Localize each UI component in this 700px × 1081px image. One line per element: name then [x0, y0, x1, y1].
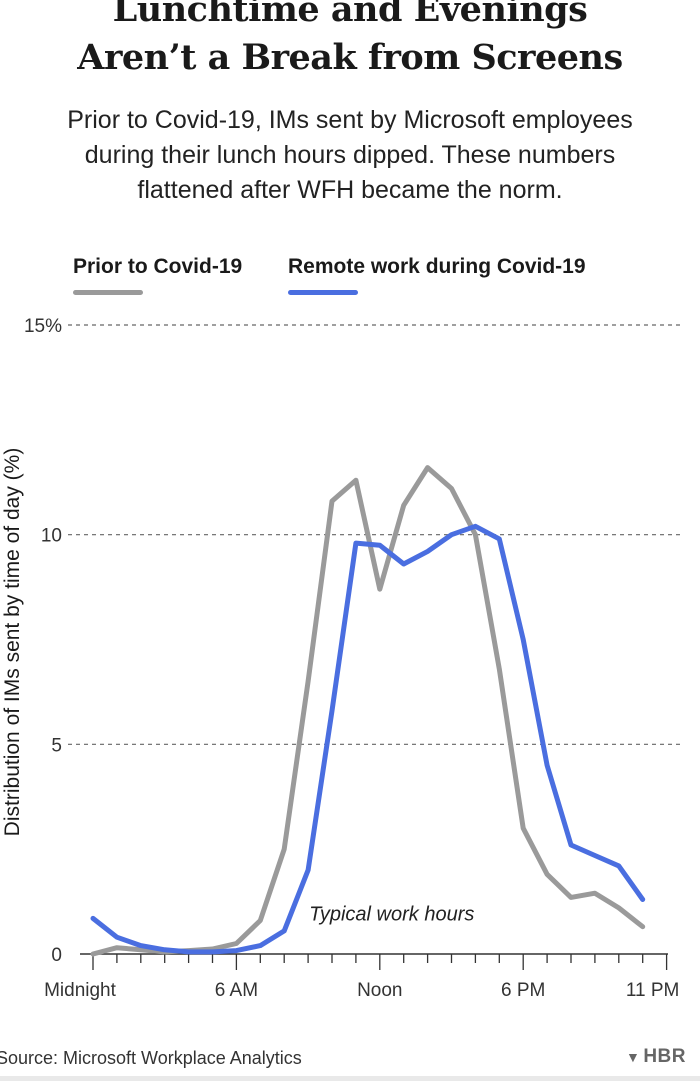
y-tick-label: 10 [41, 526, 62, 547]
subtitle-line-3: flattened after WFH became the norm. [137, 176, 563, 204]
x-tick-label: 11 PM [626, 980, 680, 1001]
y-tick-label: 0 [51, 945, 62, 966]
x-tick-label: Midnight [44, 980, 117, 1001]
y-tick-label: 15% [24, 316, 62, 337]
series-line-prior [90, 465, 646, 957]
x-tick-label: Noon [357, 980, 402, 1001]
gridlines [68, 324, 680, 745]
series-lines [90, 465, 646, 957]
subtitle-line-2: during their lunch hours dipped. These n… [84, 141, 616, 169]
x-tick-label: 6 AM [215, 980, 258, 1001]
legend-label-remote: Remote work during Covid-19 [288, 255, 586, 278]
subtitle-line-1: Prior to Covid-19, IMs sent by Microsoft… [67, 106, 633, 134]
y-axis-label: Distribution of IMs sent by time of day … [1, 448, 24, 837]
source-note: Source: Microsoft Workplace Analytics [0, 1048, 302, 1068]
x-tick-label: 6 PM [501, 980, 545, 1001]
shield-icon: ▼ [625, 1049, 641, 1065]
brand-text: HBR [643, 1046, 686, 1067]
legend-label-prior: Prior to Covid-19 [73, 255, 243, 278]
hbr-logo: ▼ HBR [626, 1046, 686, 1068]
line-chart: 0 5 10 15% Midnight 6 AM Noon 6 PM 11 PM Typica… [1, 316, 680, 1001]
y-axis-ticks: 0 5 10 15% [24, 316, 62, 966]
x-axis: Midnight 6 AM Noon 6 PM 11 PM [44, 953, 680, 1001]
legend-swatch-remote [288, 290, 358, 295]
bottom-bar [0, 1076, 700, 1081]
chart-title-line-1: Lunchtime and Evenings [112, 0, 588, 30]
legend-swatch-prior [73, 290, 143, 295]
annotation-typical-work-hours: Typical work hours [309, 903, 474, 925]
chart-title-line-2: Aren’t a Break from Screens [77, 37, 623, 78]
y-tick-label: 5 [51, 735, 62, 756]
series-line-remote [90, 523, 646, 955]
